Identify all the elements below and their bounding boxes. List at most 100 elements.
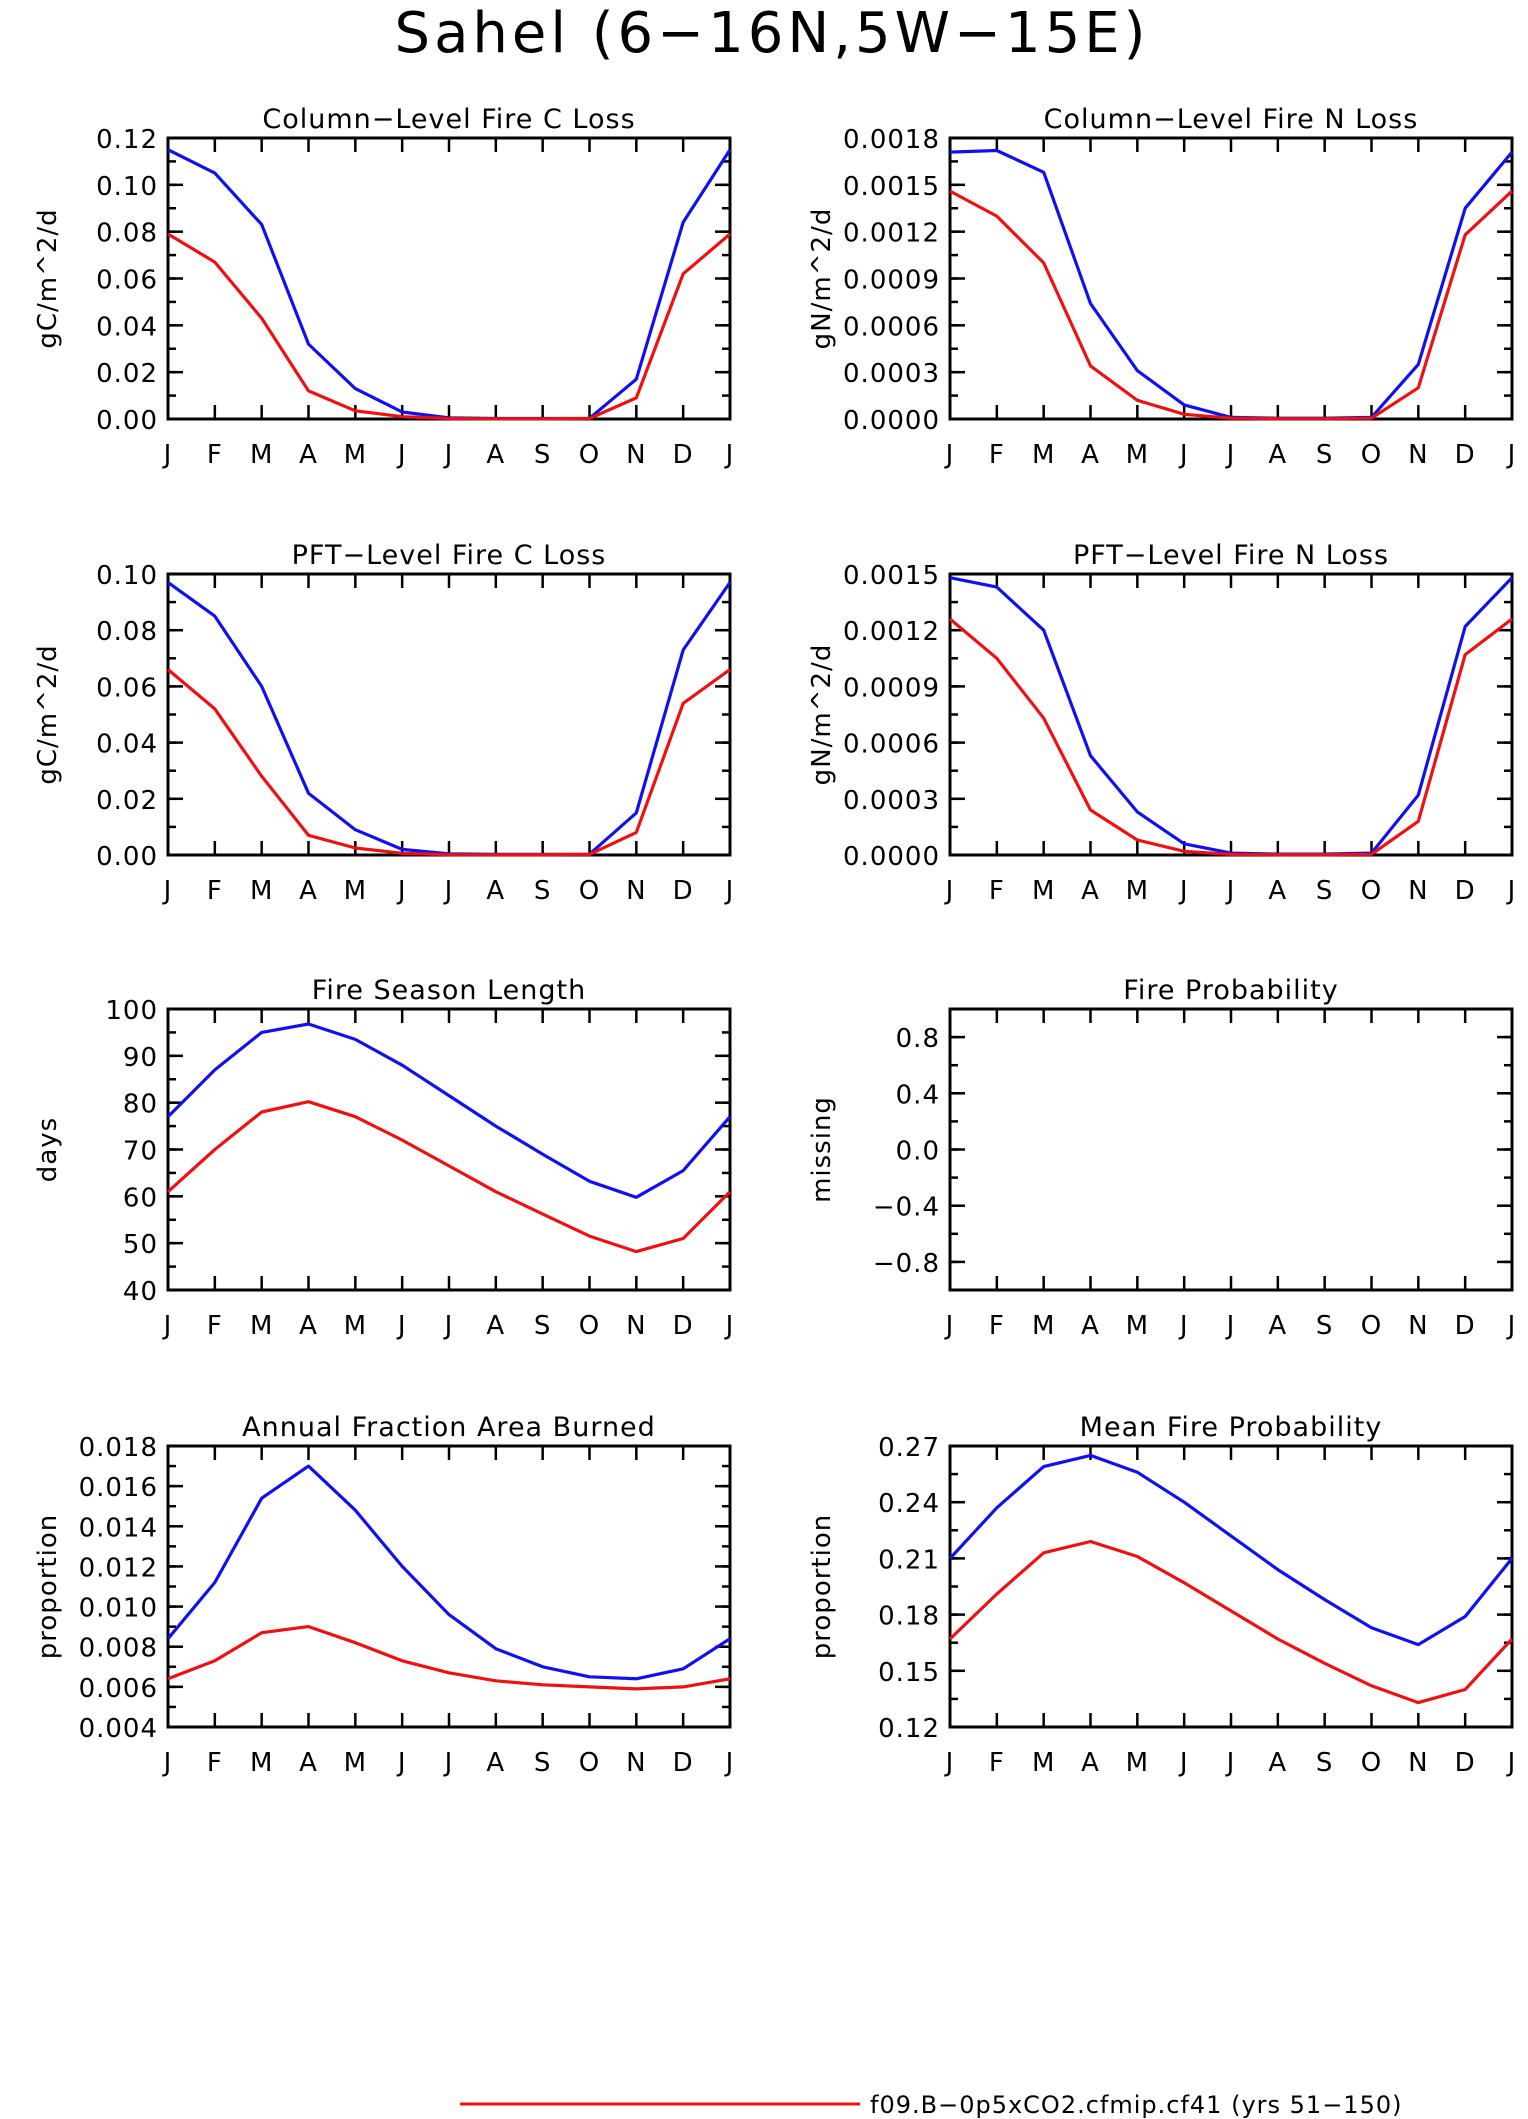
chart-6-xtick-label: D <box>1455 1311 1476 1341</box>
chart-7-xtick-label: S <box>534 1748 552 1778</box>
chart-8-ytick-label: 0.18 <box>878 1602 940 1632</box>
chart-8-ytick-label: 0.15 <box>878 1658 940 1688</box>
chart-5-ytick-label: 90 <box>123 1043 158 1073</box>
chart-8-ytick-label: 0.24 <box>878 1489 940 1519</box>
chart-5-xtick-label: J <box>162 1311 173 1341</box>
chart-1-ytick-label: 0.02 <box>96 359 158 389</box>
chart-2-ytick-label: 0.0006 <box>843 312 940 342</box>
chart-6-xtick-label: J <box>1506 1311 1517 1341</box>
chart-1-title: Column−Level Fire C Loss <box>262 104 635 135</box>
chart-2-ytick-label: 0.0015 <box>843 172 940 202</box>
chart-4-xtick-label: J <box>944 876 955 906</box>
chart-3-series-1 <box>167 581 732 857</box>
chart-3-frame <box>166 572 732 857</box>
chart-1-xtick-label: F <box>207 440 223 470</box>
chart-4-series-1 <box>949 576 1514 856</box>
chart-3-xtick-label: F <box>207 876 223 906</box>
chart-5-xtick-label: A <box>486 1311 505 1341</box>
chart-4-ytick-label: 0.0015 <box>843 561 940 591</box>
chart-6-xtick-label: J <box>944 1311 955 1341</box>
chart-5-ytick-label: 70 <box>123 1137 158 1167</box>
chart-4-xtick-label: F <box>989 876 1005 906</box>
chart-6-xtick-label: J <box>1225 1311 1236 1341</box>
chart-4-xtick-label: O <box>1361 876 1382 906</box>
chart-5-xtick-label: M <box>250 1311 273 1341</box>
chart-6-ytick-label: 0.0 <box>896 1137 940 1167</box>
chart-5-title: Fire Season Length <box>312 975 586 1006</box>
chart-2-xtick-label: S <box>1316 440 1334 470</box>
chart-8-series-2 <box>948 1539 1514 1705</box>
chart-4-xtick-label: D <box>1455 876 1476 906</box>
chart-7-ytick-label: 0.012 <box>79 1553 158 1583</box>
chart-6-frame <box>948 1007 1514 1292</box>
chart-7-xtick-label: J <box>443 1748 454 1778</box>
chart-1-xtick-label: D <box>673 440 694 470</box>
chart-1-ytick-label: 0.10 <box>96 172 158 202</box>
chart-1-xtick-label: A <box>486 440 505 470</box>
chart-8-xtick-label: J <box>944 1748 955 1778</box>
chart-6-xtick-label: A <box>1268 1311 1287 1341</box>
chart-4-ytick-label: 0.0003 <box>843 786 940 816</box>
chart-7-xtick-label: A <box>486 1748 505 1778</box>
chart-5-ytick-label: 50 <box>123 1230 158 1260</box>
chart-2-series-2 <box>949 189 1514 421</box>
chart-5-xtick-label: N <box>626 1311 646 1341</box>
chart-6-xtick-label: M <box>1126 1311 1149 1341</box>
chart-2-xtick-label: O <box>1361 440 1382 470</box>
chart-4-xtick-label: J <box>1178 876 1189 906</box>
chart-8-xtick-label: J <box>1225 1748 1236 1778</box>
chart-3-ylabel: gC/m^2/d <box>33 644 63 784</box>
chart-3-series-2 <box>166 668 731 857</box>
chart-8-xtick-label: J <box>1178 1748 1189 1778</box>
chart-7-ytick-label: 0.008 <box>79 1634 158 1664</box>
chart-2-xtick-label: M <box>1032 440 1055 470</box>
chart-6-ytick-label: 0.4 <box>896 1080 940 1110</box>
chart-8-xtick-label: F <box>989 1748 1005 1778</box>
chart-5-ytick-label: 80 <box>123 1090 158 1120</box>
chart-2-series-1 <box>949 148 1514 420</box>
chart-6-ylabel: missing <box>807 1096 837 1203</box>
chart-7-xtick-label: J <box>396 1748 407 1778</box>
chart-2-xtick-label: J <box>944 440 955 470</box>
chart-2-xtick-label: J <box>1506 440 1517 470</box>
chart-1-xtick-label: O <box>579 440 600 470</box>
chart-4-xtick-label: S <box>1316 876 1334 906</box>
chart-8-xtick-label: J <box>1506 1748 1517 1778</box>
chart-6-title: Fire Probability <box>1123 975 1339 1006</box>
chart-1-ytick-label: 0.08 <box>96 219 158 249</box>
chart-6-ytick-label: −0.8 <box>873 1249 940 1279</box>
chart-7-xtick-label: F <box>207 1748 223 1778</box>
chart-5-xtick-label: J <box>443 1311 454 1341</box>
chart-8-xtick-label: D <box>1455 1748 1476 1778</box>
chart-5-xtick-label: J <box>396 1311 407 1341</box>
chart-2-xtick-label: J <box>1178 440 1189 470</box>
chart-4-ylabel: gN/m^2/d <box>807 644 837 786</box>
chart-2-ytick-label: 0.0018 <box>843 125 940 155</box>
chart-1-xtick-label: J <box>396 440 407 470</box>
chart-7-ytick-label: 0.014 <box>79 1513 158 1543</box>
chart-4-series-2 <box>948 617 1513 857</box>
chart-5-series-1 <box>166 1022 732 1199</box>
chart-1-ytick-label: 0.06 <box>96 266 158 296</box>
chart-8-xtick-label: S <box>1316 1748 1334 1778</box>
chart-2-ytick-label: 0.0012 <box>843 219 940 249</box>
chart-1-series-2 <box>167 232 732 421</box>
chart-5-ytick-label: 60 <box>123 1183 158 1213</box>
legend: f09.B−0p5xCO2.cfmip.cf41 (yrs 51−150) <box>460 2091 1402 2119</box>
chart-2-ytick-label: 0.0003 <box>843 359 940 389</box>
chart-1-xtick-label: J <box>443 440 454 470</box>
legend-label: f09.B−0p5xCO2.cfmip.cf41 (yrs 51−150) <box>870 2091 1402 2119</box>
chart-4-xtick-label: M <box>1032 876 1055 906</box>
chart-3-xtick-label: O <box>579 876 600 906</box>
chart-7-xtick-label: O <box>579 1748 600 1778</box>
chart-8-ytick-label: 0.21 <box>878 1545 940 1575</box>
chart-1-xtick-label: J <box>724 440 735 470</box>
chart-8-title: Mean Fire Probability <box>1080 1412 1383 1443</box>
chart-5-xtick-label: J <box>724 1311 735 1341</box>
chart-2-xtick-label: F <box>989 440 1005 470</box>
chart-6-xtick-label: M <box>1032 1311 1055 1341</box>
chart-6-xtick-label: J <box>1178 1311 1189 1341</box>
